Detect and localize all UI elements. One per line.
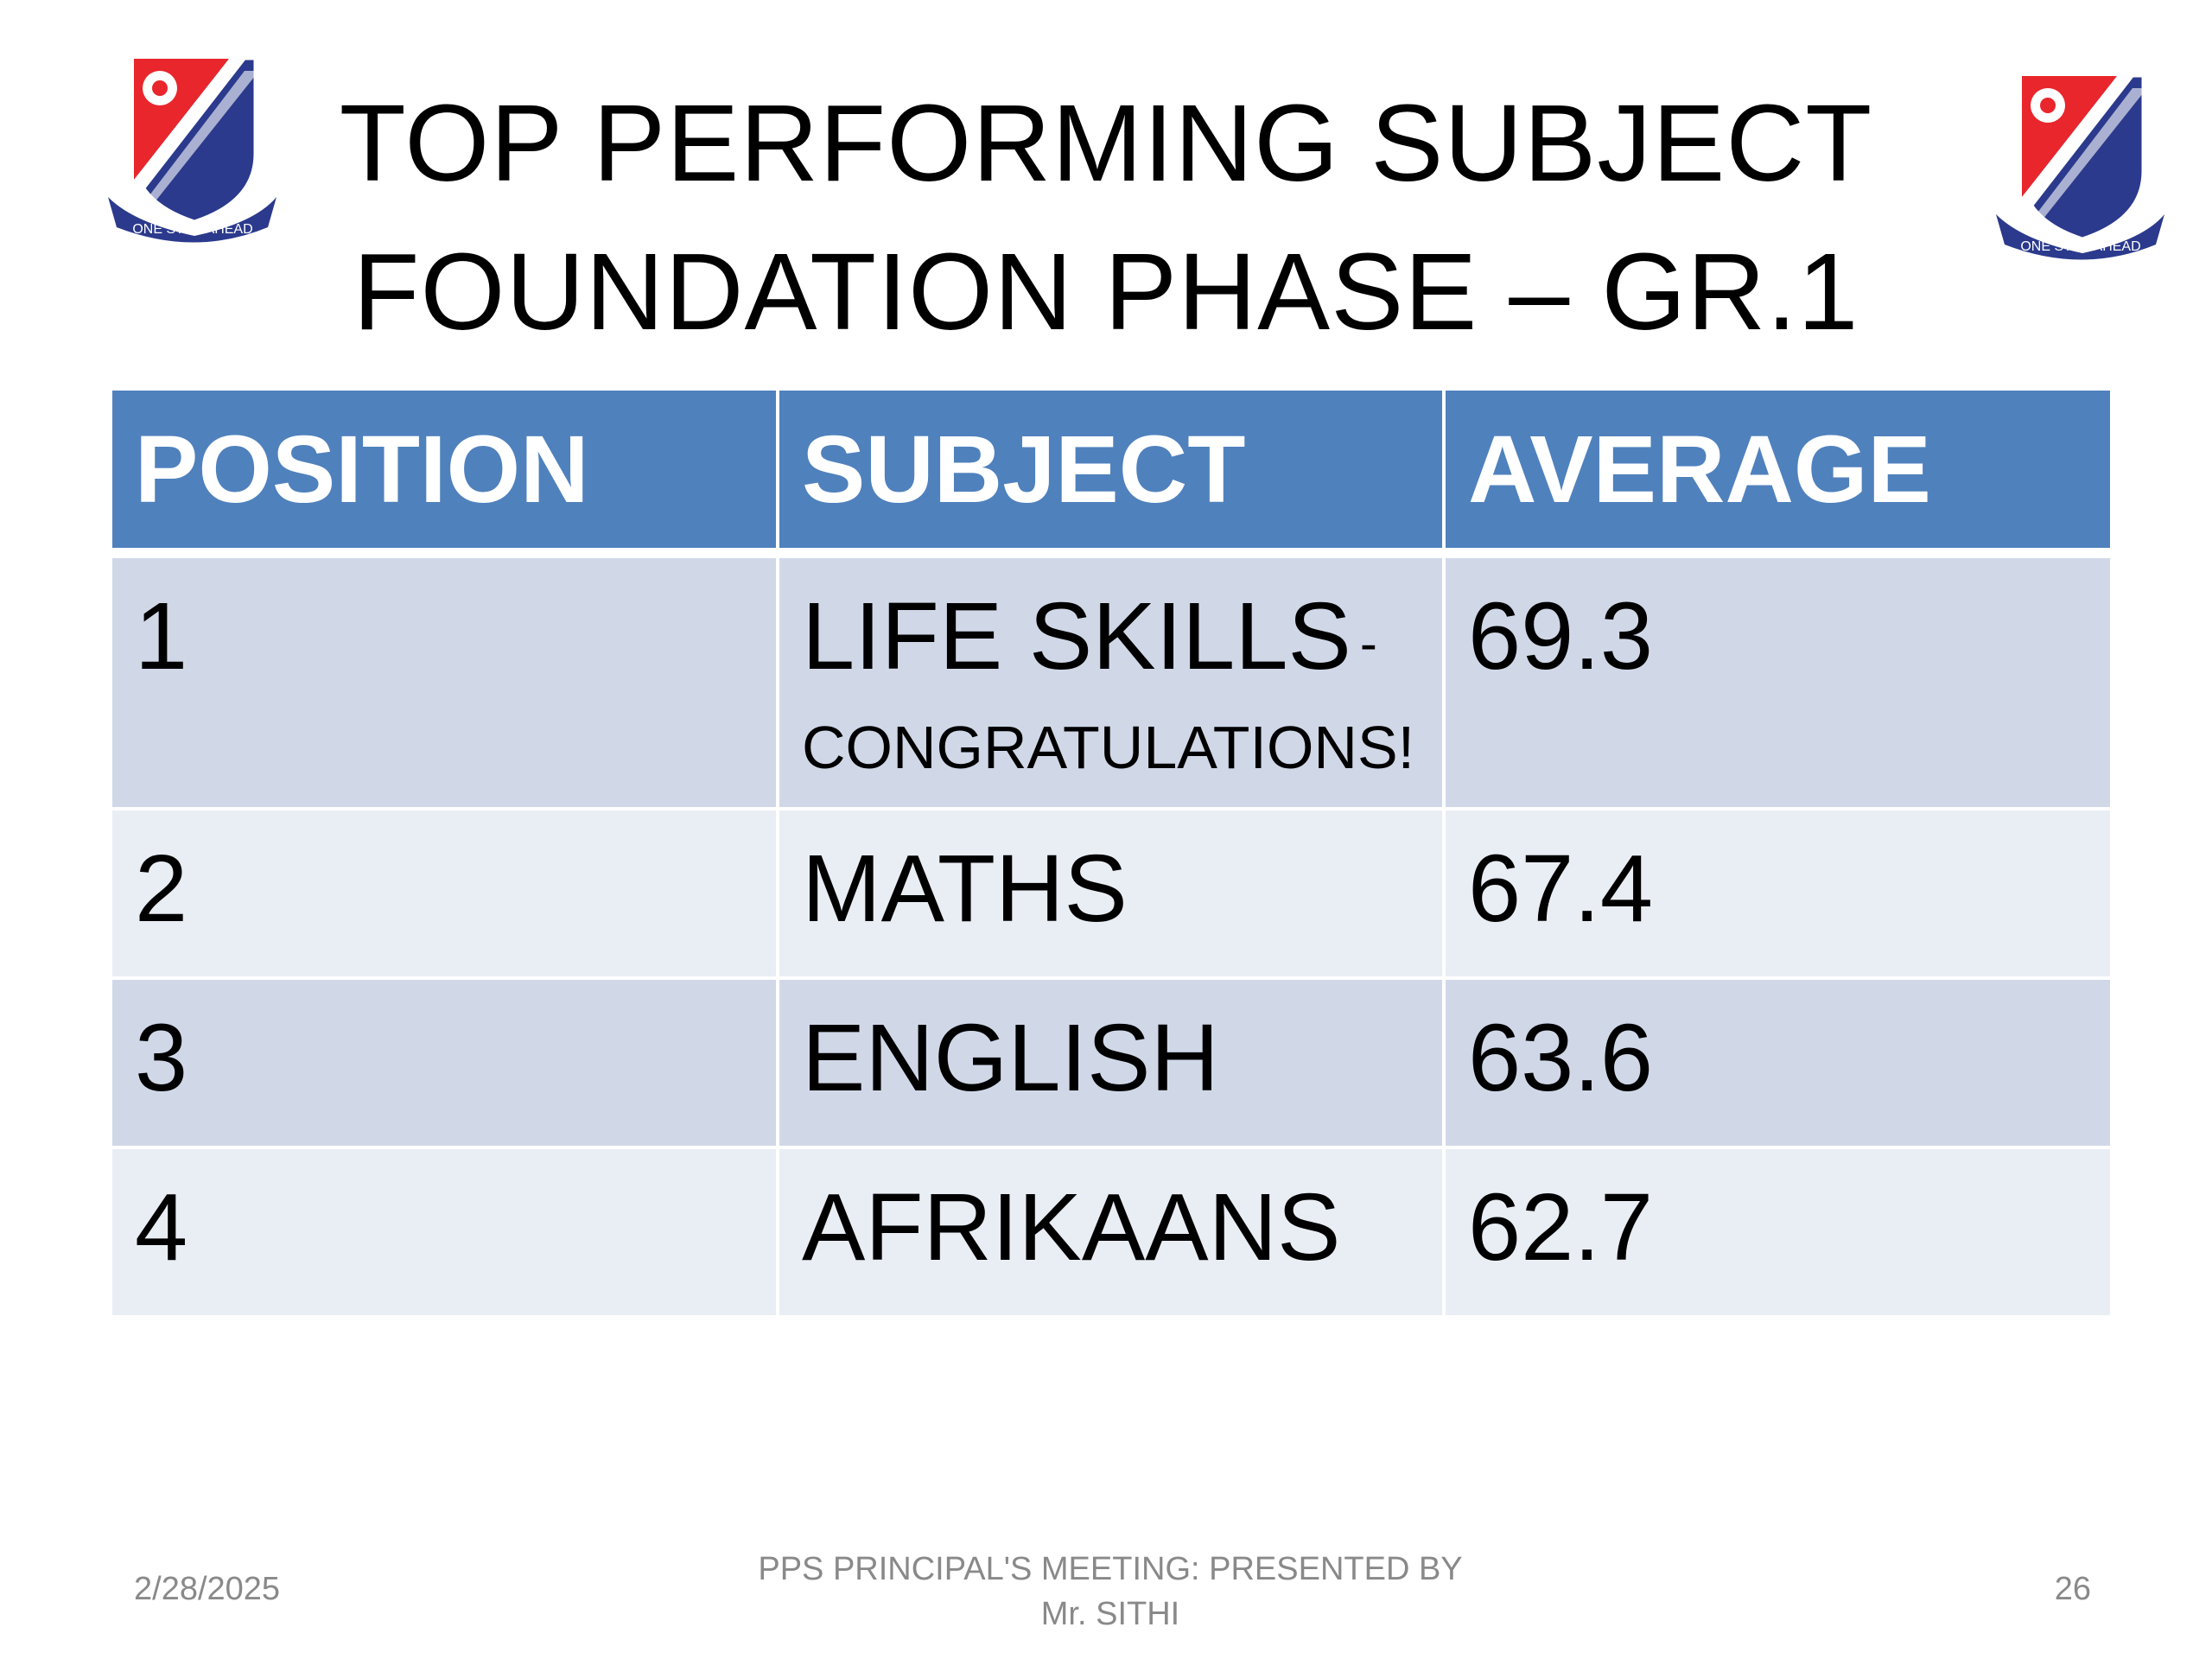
position-cell: 4 [112, 1147, 779, 1319]
position-cell: 3 [112, 978, 779, 1149]
header-average: AVERAGE [1444, 391, 2110, 558]
header-position: POSITION [112, 391, 779, 558]
table-row: 3 ENGLISH 63.6 [112, 978, 2110, 1149]
slide-page-number: 26 [2054, 1571, 2091, 1607]
average-cell: 67.4 [1444, 809, 2110, 980]
subject-cell: LIFE SKILLS - CONGRATULATIONS! [778, 553, 1446, 810]
position-cell: 1 [112, 553, 779, 810]
table-row: 1 LIFE SKILLS - CONGRATULATIONS! 69.3 [112, 553, 2110, 810]
school-crest-left-icon: ONE STEP AHEAD [108, 57, 276, 243]
svg-text:ONE STEP AHEAD: ONE STEP AHEAD [132, 222, 252, 237]
footer-date: 2/28/2025 [134, 1571, 281, 1607]
position-cell: 2 [112, 809, 779, 980]
subject-cell: ENGLISH [778, 978, 1446, 1149]
subject-note: CONGRATULATIONS! [802, 713, 1415, 781]
average-cell: 63.6 [1444, 978, 2110, 1149]
average-cell: 69.3 [1444, 553, 2110, 810]
svg-text:ONE STEP AHEAD: ONE STEP AHEAD [2020, 239, 2140, 254]
footer-presenter-line-2: Mr. SITHI [1040, 1596, 1180, 1632]
subject-cell: MATHS [778, 809, 1446, 980]
footer-presenter: PPS PRINCIPAL'S MEETING: PRESENTED BY Mr… [717, 1547, 1503, 1637]
header-subject: SUBJECT [778, 391, 1446, 558]
subject-name: LIFE SKILLS [802, 583, 1351, 690]
results-table: POSITION SUBJECT AVERAGE 1 LIFE SKILLS - … [112, 391, 2110, 1319]
slide-title-line-1: TOP PERFORMING SUBJECT [339, 82, 1873, 204]
subject-suffix: - [1359, 614, 1377, 673]
table-row: 4 AFRIKAANS 62.7 [112, 1147, 2110, 1319]
table-row: 2 MATHS 67.4 [112, 809, 2110, 980]
slide-title-line-2: FOUNDATION PHASE – GR.1 [353, 231, 1859, 353]
table-header-row: POSITION SUBJECT AVERAGE [112, 391, 2110, 558]
footer-presenter-line-1: PPS PRINCIPAL'S MEETING: PRESENTED BY [758, 1551, 1463, 1587]
average-cell: 62.7 [1444, 1147, 2110, 1319]
school-crest-right-icon: ONE STEP AHEAD [1996, 74, 2164, 260]
subject-cell: AFRIKAANS [778, 1147, 1446, 1319]
slide-title: TOP PERFORMING SUBJECT FOUNDATION PHASE … [225, 69, 1987, 366]
